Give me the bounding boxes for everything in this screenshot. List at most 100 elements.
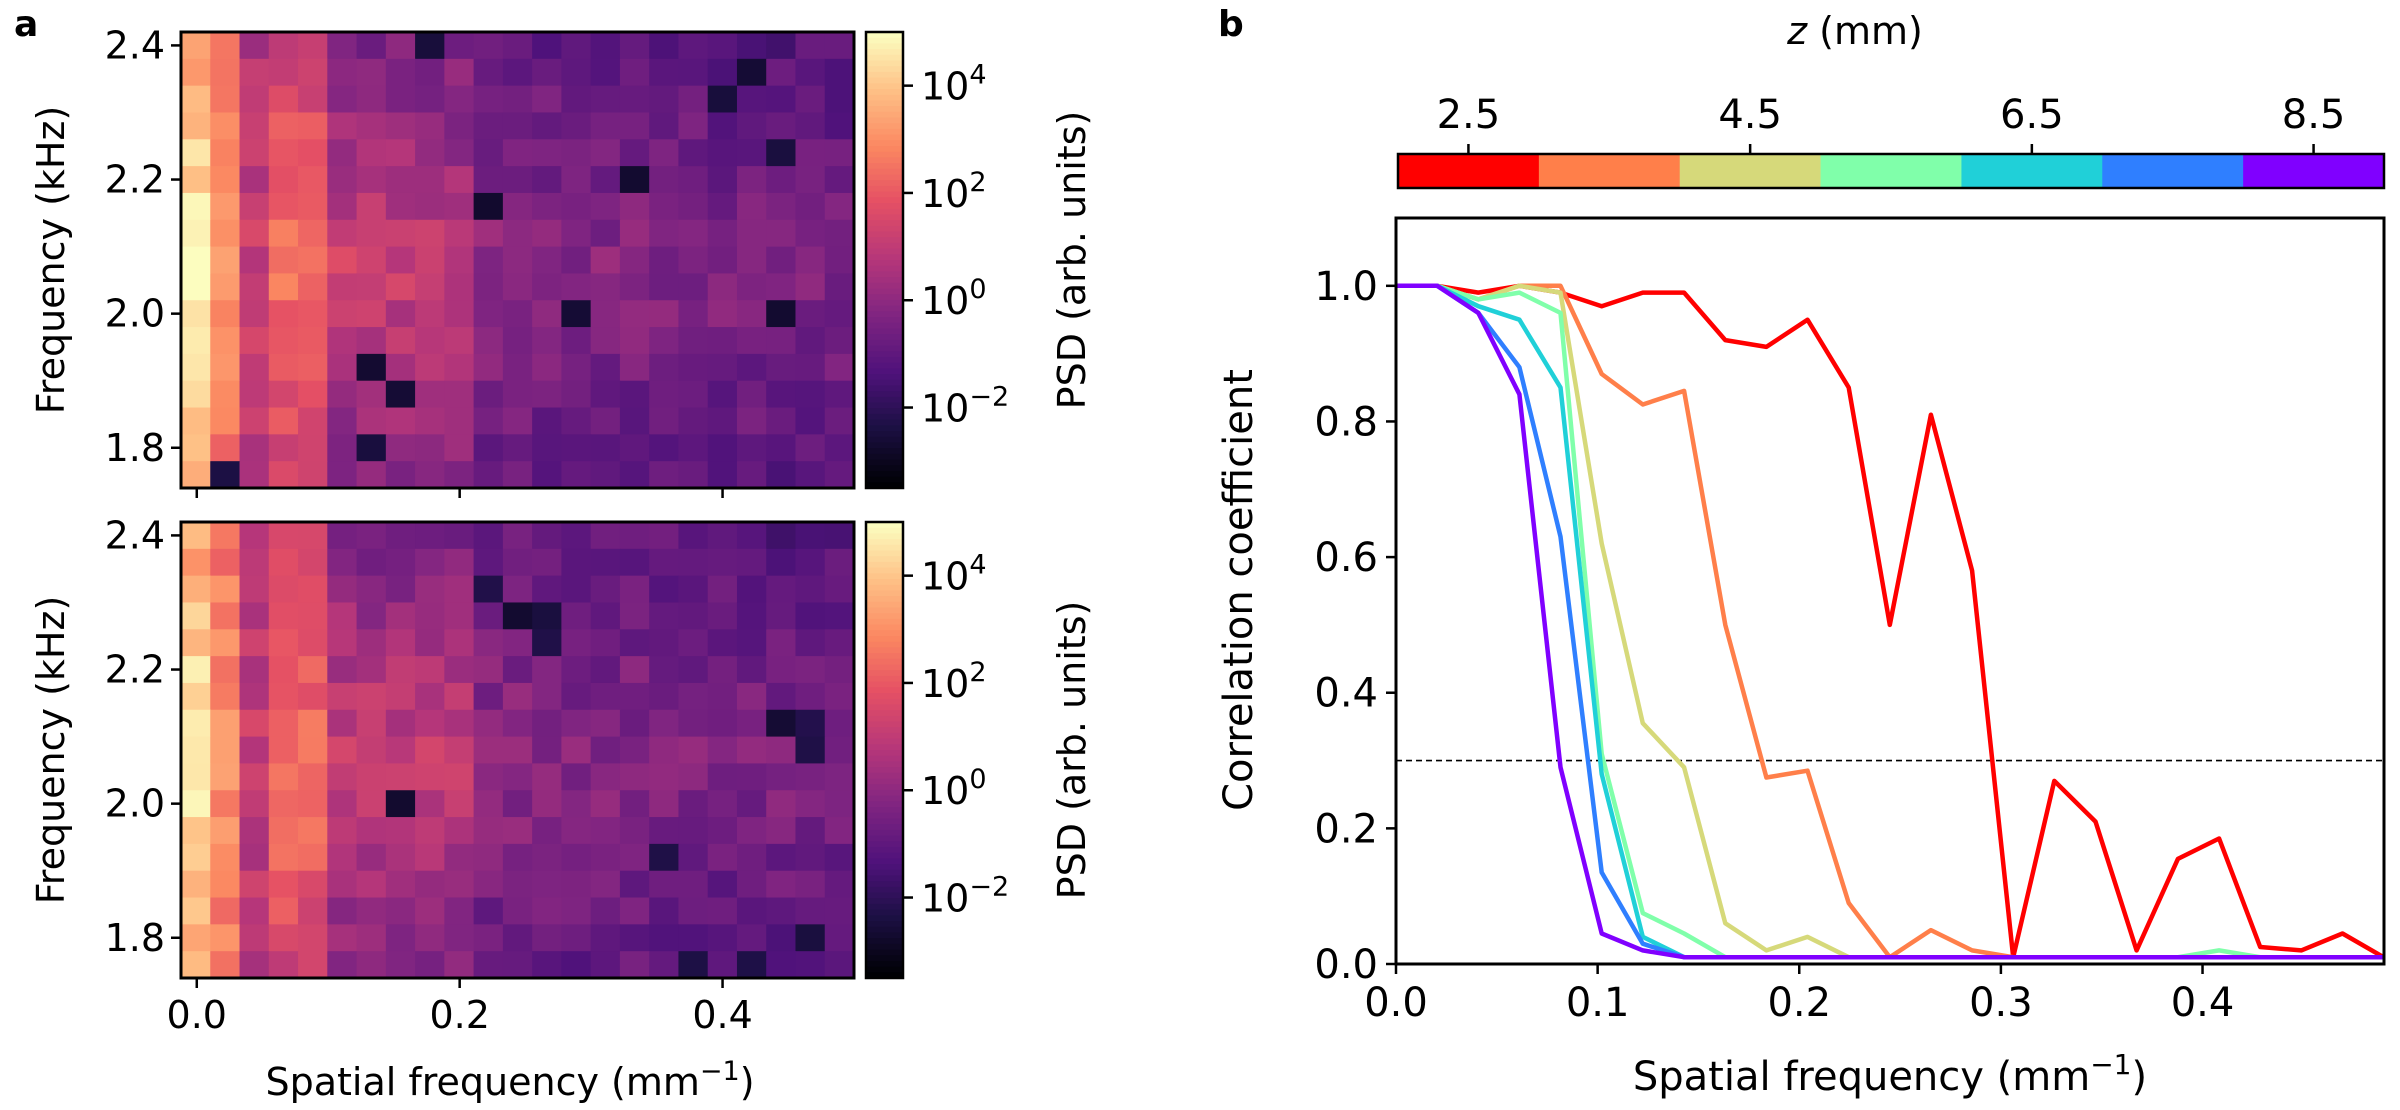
heatmap-cell	[298, 273, 328, 301]
heatmap-cell	[268, 246, 299, 275]
heatmap-cell	[356, 951, 387, 979]
heatmap-cell	[795, 300, 826, 328]
colorbar-step	[866, 191, 903, 199]
heatmap-cell	[532, 219, 562, 248]
colorbar-step	[866, 613, 903, 620]
heatmap-cell	[298, 843, 328, 872]
heatmap-cell	[824, 434, 855, 462]
colorbar-step	[866, 425, 903, 432]
heatmap-cell	[766, 602, 797, 630]
colorbar-step	[866, 100, 903, 107]
colorbar-step	[866, 539, 903, 546]
heatmap-cell	[268, 522, 299, 550]
heatmap-cell	[415, 166, 445, 194]
heatmap-cell	[356, 32, 387, 60]
heatmap-cell	[298, 629, 328, 657]
heatmap-cell	[268, 548, 299, 577]
heatmap-cell	[824, 817, 855, 845]
heatmap-cell	[824, 219, 855, 248]
colorbar-tick-exponent: 0	[969, 764, 986, 795]
heatmap-bottom-ylabel: Frequency (kHz)	[29, 596, 73, 905]
heatmap-cell	[298, 112, 328, 140]
heatmap-cell	[678, 575, 709, 604]
heatmap-cell	[502, 709, 533, 738]
y-tick-label: 0.2	[1314, 806, 1378, 852]
heatmap-cell	[707, 192, 738, 221]
colorbar-step	[866, 567, 903, 575]
heatmap-cell	[473, 246, 504, 275]
heatmap-cell	[210, 843, 241, 872]
colorbar-step	[866, 322, 903, 330]
heatmap-cell	[298, 300, 328, 328]
heatmap-cell	[766, 522, 797, 550]
colorbar-step	[866, 903, 903, 911]
colorbar-step	[866, 265, 903, 273]
colorbar-step	[866, 294, 903, 301]
colorbar-step	[866, 37, 903, 45]
heatmap-cell	[766, 192, 797, 221]
heatmap-bottom-cells	[181, 522, 855, 979]
heatmap-cell	[473, 58, 504, 87]
heatmap-cell	[268, 461, 299, 489]
heatmap-cell	[327, 166, 358, 194]
heatmap-cell	[649, 407, 680, 435]
heatmap-cell	[561, 763, 592, 791]
heatmap-cell	[502, 763, 533, 791]
heatmap-cell	[268, 870, 299, 899]
colorbar-step	[866, 829, 903, 837]
colorbar-step	[866, 846, 903, 854]
heatmap-cell	[181, 192, 211, 221]
heatmap-cell	[268, 897, 299, 925]
heatmap-cell	[795, 763, 826, 791]
heatmap-cell	[385, 897, 416, 925]
heatmap-cell	[736, 461, 767, 489]
heatmap-cell	[590, 656, 621, 684]
heatmap-cell	[561, 246, 592, 275]
heatmap-cell	[327, 924, 358, 952]
heatmap-cell	[327, 790, 358, 818]
heatmap-cell	[385, 575, 416, 604]
heatmap-cell	[766, 548, 797, 577]
heatmap-cell	[210, 246, 241, 275]
heatmap-cell	[561, 353, 592, 382]
heatmap-cell	[327, 353, 358, 382]
heatmap-cell	[619, 300, 650, 328]
heatmap-cell	[473, 763, 504, 791]
colorbar-step	[866, 590, 903, 597]
heatmap-cell	[707, 843, 738, 872]
heatmap-top-ylabel: Frequency (kHz)	[29, 106, 73, 415]
colorbar-step	[866, 932, 903, 939]
colorbar-step	[866, 784, 903, 791]
heatmap-cell	[678, 843, 709, 872]
heatmap-cell	[356, 709, 387, 738]
colorbar-step	[866, 772, 903, 780]
heatmap-cell	[532, 951, 562, 979]
heatmap-cell	[561, 602, 592, 630]
heatmap-cell	[298, 870, 328, 899]
heatmap-cell	[356, 139, 387, 167]
heatmap-top-ticks: 1.8 2.0 2.2 2.4	[105, 23, 724, 498]
y-tick-label: 2.0	[105, 292, 165, 336]
heatmap-cell	[824, 843, 855, 872]
heatmap-cell	[181, 85, 211, 114]
heatmap-cell	[707, 682, 738, 711]
heatmap-cell	[444, 407, 475, 435]
colorbar-step	[866, 83, 903, 90]
heatmap-cell	[736, 709, 767, 738]
heatmap-cell	[649, 434, 680, 462]
heatmap-cell	[181, 32, 211, 60]
heatmap-cell	[415, 870, 445, 899]
heatmap-cell	[824, 300, 855, 328]
heatmap-cell	[239, 327, 270, 355]
heatmap-cell	[444, 790, 475, 818]
y-tick-label: 1.0	[1314, 264, 1378, 310]
heatmap-cell	[502, 58, 533, 87]
heatmap-cell	[678, 629, 709, 657]
colorbar-step	[866, 49, 903, 56]
heatmap-cell	[327, 656, 358, 684]
heatmap-cell	[181, 548, 211, 577]
heatmap-cell	[444, 924, 475, 952]
heatmap-top: 1.8 2.0 2.2 2.4 Frequency (kHz)	[29, 23, 856, 498]
heatmap-cell	[707, 246, 738, 275]
